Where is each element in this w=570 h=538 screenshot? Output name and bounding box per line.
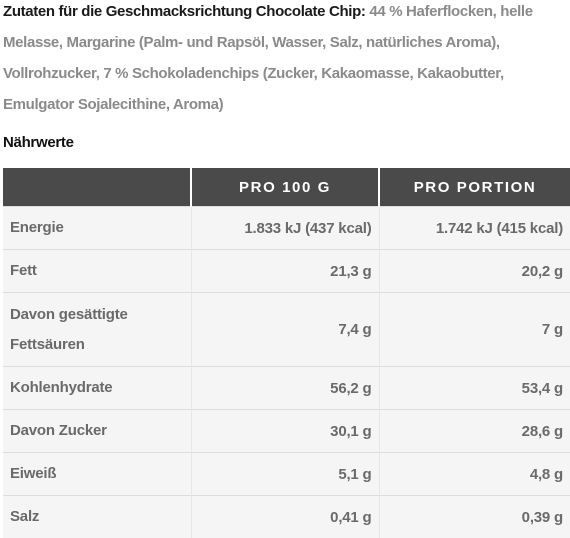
table-row: Energie 1.833 kJ (437 kcal) 1.742 kJ (41… <box>3 206 570 250</box>
table-row: Salz 0,41 g 0,39 g <box>3 495 570 538</box>
table-header-row: PRO 100 G PRO PORTION <box>3 168 570 207</box>
table-row: Davon gesättigte Fettsäuren 7,4 g 7 g <box>3 292 570 367</box>
nutrition-table: PRO 100 G PRO PORTION Energie 1.833 kJ (… <box>3 168 570 538</box>
row-label: Kohlenhydrate <box>3 366 192 410</box>
row-portion-value: 53,4 g <box>379 366 570 410</box>
row-per100-value: 7,4 g <box>191 292 380 367</box>
row-per100-value: 30,1 g <box>191 409 380 453</box>
row-portion-value: 7 g <box>379 292 570 367</box>
table-row: Eiweiß 5,1 g 4,8 g <box>3 452 570 496</box>
row-per100-value: 56,2 g <box>191 366 380 410</box>
row-portion-value: 0,39 g <box>379 495 570 538</box>
table-row: Kohlenhydrate 56,2 g 53,4 g <box>3 366 570 410</box>
row-per100-value: 1.833 kJ (437 kcal) <box>191 206 380 250</box>
row-portion-value: 1.742 kJ (415 kcal) <box>379 206 570 250</box>
row-label: Davon Zucker <box>3 409 192 453</box>
row-label: Energie <box>3 206 192 250</box>
ingredients-text: Zutaten für die Geschmacksrichtung Choco… <box>3 0 563 120</box>
row-per100-value: 0,41 g <box>191 495 380 538</box>
nutrition-heading: Nährwerte <box>3 134 74 151</box>
table-row: Davon Zucker 30,1 g 28,6 g <box>3 409 570 453</box>
row-label: Davon gesättigte Fettsäuren <box>3 292 192 367</box>
ingredients-lead: Zutaten für die Geschmacksrichtung Choco… <box>3 3 366 20</box>
ingredients-list: 44 % Haferflocken, helle Melasse, Margar… <box>3 3 533 113</box>
header-cell-per-100g: PRO 100 G <box>191 168 380 207</box>
row-label: Fett <box>3 249 192 293</box>
row-portion-value: 4,8 g <box>379 452 570 496</box>
row-portion-value: 28,6 g <box>379 409 570 453</box>
table-row: Fett 21,3 g 20,2 g <box>3 249 570 293</box>
row-per100-value: 21,3 g <box>191 249 380 293</box>
header-cell-blank <box>3 168 192 207</box>
row-portion-value: 20,2 g <box>379 249 570 293</box>
header-cell-per-portion: PRO PORTION <box>379 168 570 207</box>
row-label: Salz <box>3 495 192 538</box>
row-per100-value: 5,1 g <box>191 452 380 496</box>
row-label: Eiweiß <box>3 452 192 496</box>
